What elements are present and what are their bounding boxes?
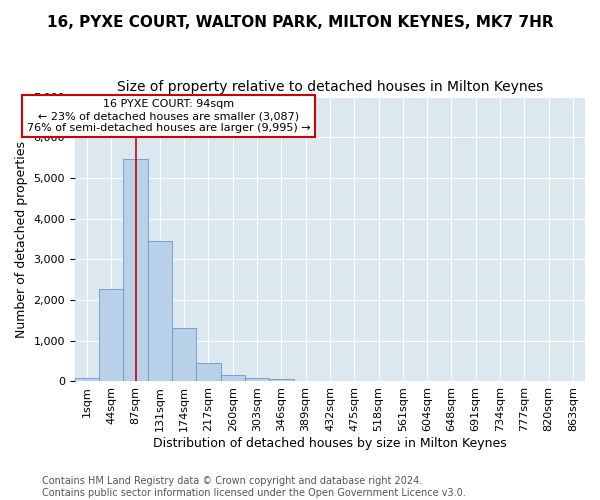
Bar	[75, 378, 99, 382]
Text: 16 PYXE COURT: 94sqm
← 23% of detached houses are smaller (3,087)
76% of semi-de: 16 PYXE COURT: 94sqm ← 23% of detached h…	[26, 100, 310, 132]
Bar	[172, 328, 196, 382]
Bar	[124, 159, 148, 382]
Text: 16, PYXE COURT, WALTON PARK, MILTON KEYNES, MK7 7HR: 16, PYXE COURT, WALTON PARK, MILTON KEYN…	[47, 15, 553, 30]
Bar	[269, 379, 293, 382]
Bar	[245, 378, 269, 382]
Bar	[196, 362, 221, 382]
Y-axis label: Number of detached properties: Number of detached properties	[15, 140, 28, 338]
Bar	[221, 375, 245, 382]
Bar	[99, 288, 124, 382]
X-axis label: Distribution of detached houses by size in Milton Keynes: Distribution of detached houses by size …	[153, 437, 507, 450]
Bar	[148, 242, 172, 382]
Title: Size of property relative to detached houses in Milton Keynes: Size of property relative to detached ho…	[117, 80, 543, 94]
Text: Contains HM Land Registry data © Crown copyright and database right 2024.
Contai: Contains HM Land Registry data © Crown c…	[42, 476, 466, 498]
